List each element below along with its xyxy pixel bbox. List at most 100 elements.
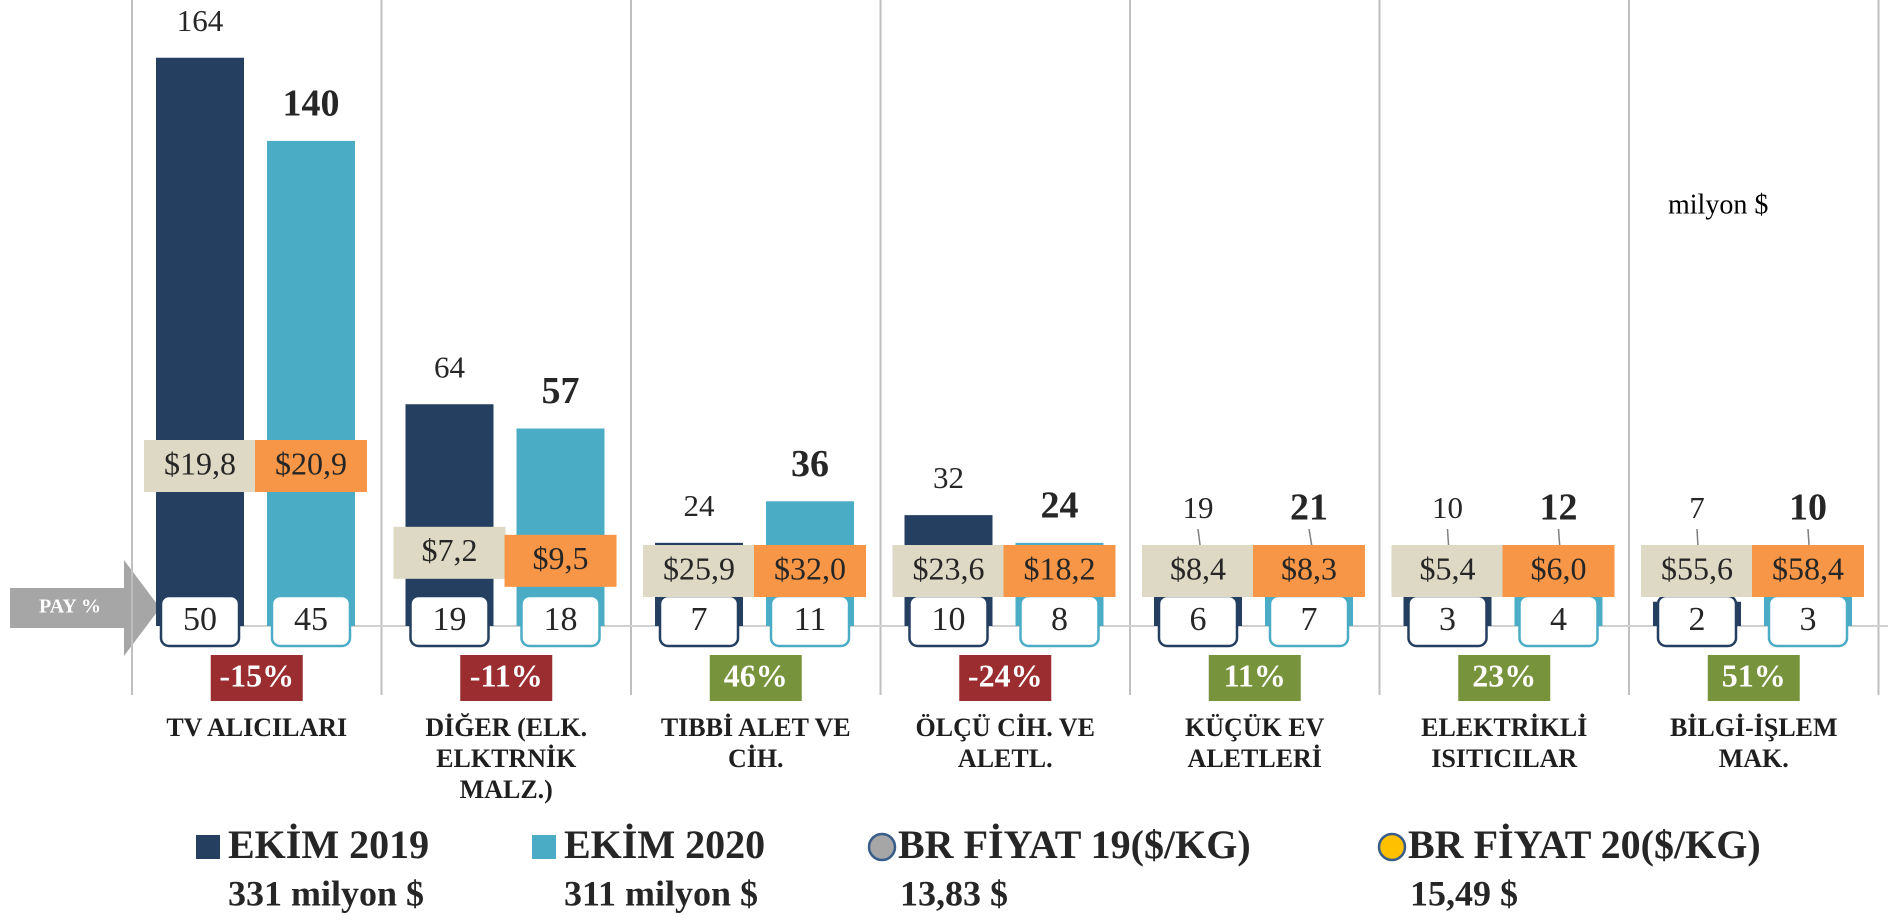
share-label: 10	[932, 601, 966, 638]
price-label: $7,2	[422, 532, 478, 568]
share-label: 45	[294, 601, 328, 638]
price-label: $18,2	[1024, 550, 1096, 586]
share-label: 8	[1051, 601, 1068, 638]
unit-note: milyon $	[1668, 189, 1768, 220]
legend-label: BR FİYAT 20($/KG)	[1408, 822, 1761, 867]
category-label: ÖLÇÜ CİH. VE ALETL.	[915, 713, 1095, 773]
price-label: $25,9	[663, 550, 735, 586]
category-label: DİĞER (ELK. ELKTRNİK MALZ.)	[425, 713, 588, 804]
share-label: 2	[1689, 601, 1706, 638]
price-box	[1391, 545, 1504, 597]
change-label: 23%	[1472, 657, 1536, 693]
value-label: 21	[1290, 487, 1328, 529]
bar	[156, 57, 244, 627]
share-label: 4	[1550, 601, 1567, 638]
price-label: $32,0	[774, 550, 846, 586]
change-box	[1208, 655, 1301, 701]
category-label: TV ALICILARI	[166, 713, 348, 742]
price-box	[393, 526, 506, 579]
legend-label: EKİM 2020	[564, 822, 765, 867]
change-box	[210, 655, 303, 701]
value-label: 19	[1183, 490, 1214, 525]
share-arrow	[10, 560, 160, 656]
share-box	[409, 594, 490, 648]
value-label: 140	[283, 83, 340, 125]
price-label: $58,4	[1772, 550, 1844, 586]
share-label: 7	[691, 601, 708, 638]
bar	[405, 404, 494, 626]
legend-total: 311 milyon $	[564, 873, 758, 913]
share-label: 3	[1439, 601, 1456, 638]
change-label: -24%	[968, 657, 1043, 693]
change-label: 51%	[1722, 657, 1786, 693]
price-box	[754, 545, 866, 597]
change-label: 46%	[724, 657, 788, 693]
value-label: 164	[177, 3, 224, 38]
value-label: 32	[933, 460, 964, 495]
change-box	[1458, 655, 1551, 701]
value-label: 10	[1789, 487, 1827, 529]
value-label: 7	[1689, 490, 1705, 525]
change-label: -15%	[219, 657, 294, 693]
legend-swatch	[532, 835, 556, 859]
change-box	[1707, 655, 1800, 701]
price-label: $20,9	[275, 445, 347, 481]
legend-average: 13,83 $	[900, 873, 1008, 913]
share-label: 6	[1190, 601, 1207, 638]
price-box	[255, 440, 367, 492]
category-label: KÜÇÜK EV ALETLERİ	[1185, 713, 1325, 773]
share-box	[520, 594, 601, 648]
price-label: $23,6	[913, 550, 985, 586]
price-box	[1641, 545, 1753, 597]
price-label: $19,8	[164, 445, 236, 481]
price-label: $6,0	[1531, 550, 1587, 586]
bar	[267, 140, 355, 626]
change-label: -11%	[470, 657, 543, 693]
change-box	[959, 655, 1052, 701]
value-label: 57	[542, 370, 580, 412]
share-label: 19	[433, 601, 467, 638]
price-box	[892, 545, 1005, 597]
price-label: $5,4	[1420, 550, 1476, 586]
change-box	[709, 655, 802, 701]
price-box	[1142, 545, 1254, 597]
price-box	[144, 440, 256, 492]
price-label: $55,6	[1661, 550, 1733, 586]
legend-label: BR FİYAT 19($/KG)	[898, 822, 1251, 867]
legend-label: EKİM 2019	[228, 822, 429, 867]
share-label: 3	[1800, 601, 1817, 638]
price-box	[1752, 545, 1864, 597]
legend-average: 15,49 $	[1410, 873, 1518, 913]
legend-total: 331 milyon $	[228, 873, 424, 913]
price-box	[1003, 545, 1116, 597]
price-box	[504, 534, 617, 587]
price-box	[643, 545, 755, 597]
change-label: 11%	[1224, 657, 1286, 693]
category-label: BİLGİ-İŞLEM MAK.	[1669, 713, 1838, 773]
share-title: PAY %	[39, 596, 101, 618]
bar	[516, 428, 605, 626]
legend-marker	[1377, 832, 1407, 862]
change-box	[460, 655, 553, 701]
value-label: 24	[1041, 485, 1079, 527]
share-label: 7	[1301, 601, 1318, 638]
price-box	[1253, 545, 1365, 597]
price-label: $9,5	[533, 540, 589, 576]
legend-swatch	[196, 835, 220, 859]
legend-marker	[867, 832, 897, 862]
share-label: 50	[183, 601, 217, 638]
value-label: 24	[684, 488, 716, 523]
category-label: ELEKTRİKLİ ISITICILAR	[1421, 713, 1588, 773]
share-label: 18	[544, 601, 578, 638]
value-label: 36	[791, 443, 829, 485]
share-box	[270, 594, 352, 648]
price-label: $8,4	[1170, 550, 1226, 586]
price-label: $8,3	[1281, 550, 1337, 586]
category-label: TIBBİ ALET VE CİH.	[660, 713, 851, 773]
value-label: 10	[1432, 490, 1463, 525]
value-label: 12	[1540, 487, 1578, 529]
share-label: 11	[794, 601, 827, 638]
price-box	[1502, 545, 1615, 597]
